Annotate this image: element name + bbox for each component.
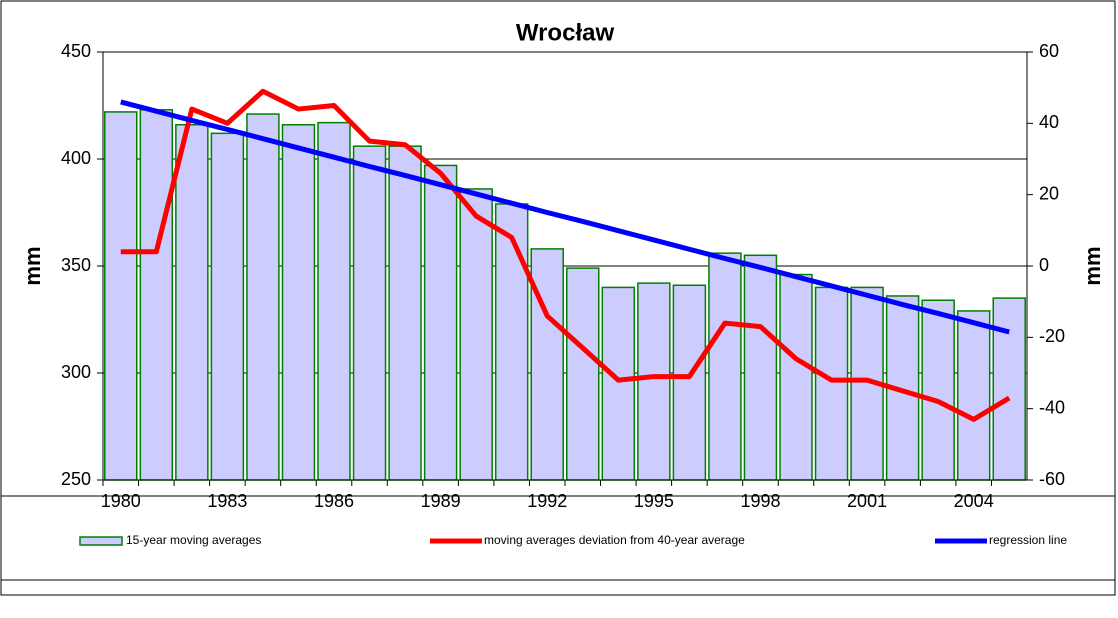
bar: [175, 124, 209, 481]
bar: [423, 164, 458, 481]
y-tick-label: 300: [61, 362, 91, 382]
y-tick-label: 400: [61, 148, 91, 168]
y-tick-label: 250: [61, 469, 91, 489]
x-tick-label: 1986: [314, 491, 354, 511]
legend-label: 15-year moving averages: [126, 533, 261, 547]
y2-tick-label: 20: [1039, 183, 1059, 203]
bar: [317, 121, 351, 481]
line: [120, 88, 1011, 422]
chart-title: Wrocław: [516, 19, 615, 46]
x-tick-label: 1983: [207, 491, 247, 511]
bar: [352, 145, 387, 481]
y2-tick-label: 40: [1039, 112, 1059, 132]
x-tick-label: 1998: [740, 491, 780, 511]
bar: [530, 248, 564, 481]
legend-label: moving averages deviation from 40-year a…: [484, 533, 745, 547]
line: [120, 99, 1010, 335]
bar: [672, 284, 707, 481]
bar: [743, 254, 778, 481]
y-tick-label: 450: [61, 41, 91, 61]
bar: [246, 113, 280, 481]
y-axis-title: mm: [20, 246, 45, 285]
x-tick-label: 1980: [101, 491, 141, 511]
x-tick-label: 2001: [847, 491, 887, 511]
bar: [566, 267, 600, 481]
bar: [956, 310, 991, 481]
y2-axis-title: mm: [1080, 246, 1105, 285]
bar: [601, 286, 636, 481]
y2-tick-label: -40: [1039, 397, 1065, 417]
y2-tick-label: 0: [1039, 255, 1049, 275]
x-tick-label: 2004: [954, 491, 994, 511]
x-tick-label: 1992: [527, 491, 567, 511]
bar: [814, 286, 849, 481]
y2-tick-label: -20: [1039, 326, 1065, 346]
x-tick-label: 1989: [421, 491, 461, 511]
bar: [992, 297, 1026, 481]
legend-label: regression line: [989, 533, 1067, 547]
bar: [459, 188, 493, 481]
bar: [708, 252, 742, 481]
bar: [494, 203, 529, 481]
y-tick-label: 350: [61, 255, 91, 275]
bar: [210, 132, 245, 481]
y2-tick-label: -60: [1039, 469, 1065, 489]
bar: [104, 111, 138, 481]
bar: [139, 109, 174, 481]
bar: [637, 282, 671, 481]
legend-swatch: [79, 536, 123, 546]
bar: [388, 145, 422, 481]
bar: [779, 273, 813, 481]
bar: [281, 124, 316, 481]
y2-tick-label: 60: [1039, 41, 1059, 61]
bar: [921, 299, 955, 481]
x-tick-label: 1995: [634, 491, 674, 511]
